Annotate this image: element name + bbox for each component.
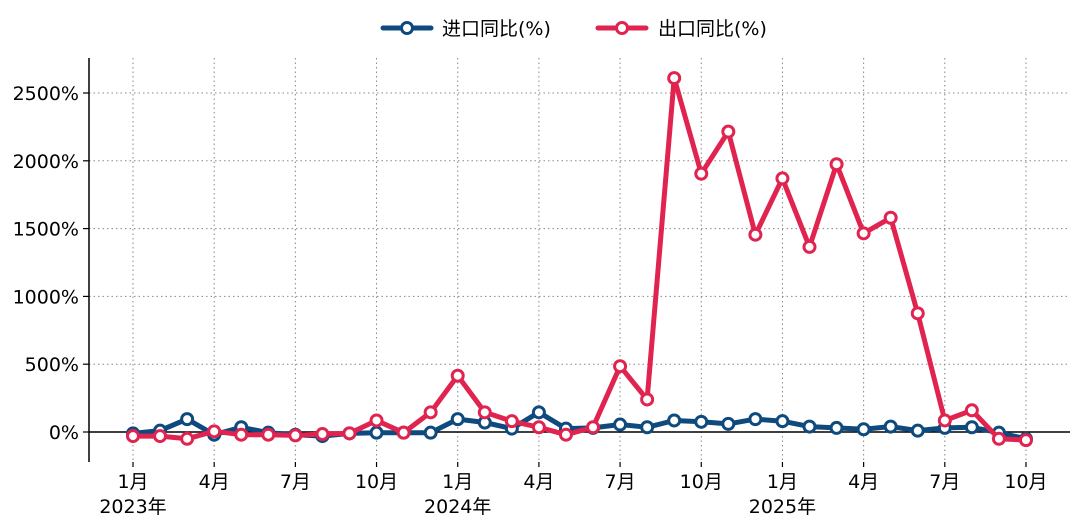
y-tick-label: 2500% xyxy=(13,83,79,105)
legend[interactable]: 进口同比(%) 出口同比(%) xyxy=(380,18,767,40)
x-tick-label: 4月 xyxy=(848,471,879,493)
data-point xyxy=(667,413,682,428)
data-point xyxy=(856,422,871,437)
data-point xyxy=(423,405,438,420)
data-point xyxy=(180,431,195,446)
data-point xyxy=(775,171,790,186)
x-tick-label: 7月 xyxy=(280,471,311,493)
data-point xyxy=(802,419,817,434)
data-point xyxy=(288,428,303,443)
x-axis-ticks: 1月 4月 7月 10月 1月 4月 7月 10月 1月 4月 7月 10月 2023年 2024年 202… xyxy=(99,462,1048,518)
data-point xyxy=(721,416,736,431)
y-axis-ticks: 0% 500% 1000% 1500% 2000% 2500% xyxy=(13,83,89,444)
data-point xyxy=(261,427,276,442)
data-point xyxy=(964,420,979,435)
data-point xyxy=(1018,433,1033,448)
data-point xyxy=(450,368,465,383)
legend-label: 进口同比(%) xyxy=(442,18,551,40)
data-point xyxy=(748,227,763,242)
x-tick-label: 4月 xyxy=(199,471,230,493)
data-point xyxy=(423,425,438,440)
data-point xyxy=(640,392,655,407)
data-point xyxy=(694,414,709,429)
x-tick-label: 1月 xyxy=(117,471,148,493)
data-point xyxy=(531,405,546,420)
y-tick-label: 2000% xyxy=(13,151,79,173)
data-point xyxy=(531,420,546,435)
y-tick-label: 500% xyxy=(25,354,79,376)
data-point xyxy=(369,425,384,440)
x-year-label: 2024年 xyxy=(424,496,491,518)
data-point xyxy=(586,420,601,435)
data-point xyxy=(694,166,709,181)
data-point xyxy=(721,124,736,139)
data-point xyxy=(937,413,952,428)
x-tick-label: 7月 xyxy=(605,471,636,493)
x-year-label: 2025年 xyxy=(749,496,816,518)
legend-item-export[interactable]: 出口同比(%) xyxy=(595,18,767,40)
data-point xyxy=(342,426,357,441)
data-point xyxy=(315,427,330,442)
data-point xyxy=(369,413,384,428)
data-point xyxy=(910,306,925,321)
legend-marker xyxy=(615,21,629,35)
axes xyxy=(88,58,1070,462)
legend-label: 出口同比(%) xyxy=(658,18,767,40)
data-point xyxy=(910,423,925,438)
data-point xyxy=(153,429,168,444)
legend-marker xyxy=(400,21,414,35)
data-point xyxy=(504,414,519,429)
data-point xyxy=(883,210,898,225)
data-point xyxy=(477,405,492,420)
data-point xyxy=(829,420,844,435)
grid-lines xyxy=(89,58,1070,462)
data-point xyxy=(640,420,655,435)
data-point xyxy=(396,425,411,440)
x-tick-label: 10月 xyxy=(355,471,398,493)
series-group xyxy=(126,71,1033,448)
x-tick-label: 1月 xyxy=(442,471,473,493)
data-point xyxy=(126,429,140,444)
data-point xyxy=(829,157,844,172)
series-export xyxy=(126,71,1033,448)
data-point xyxy=(748,412,763,427)
data-point xyxy=(802,239,817,254)
legend-item-import[interactable]: 进口同比(%) xyxy=(380,18,551,40)
x-tick-label: 4月 xyxy=(523,471,554,493)
x-tick-label: 10月 xyxy=(680,471,723,493)
data-point xyxy=(775,414,790,429)
data-point xyxy=(450,412,465,427)
series-line xyxy=(130,75,1029,443)
y-tick-label: 0% xyxy=(49,422,79,444)
data-point xyxy=(180,412,195,427)
y-tick-label: 1000% xyxy=(13,286,79,308)
data-point xyxy=(883,419,898,434)
x-tick-label: 1月 xyxy=(767,471,798,493)
y-tick-label: 1500% xyxy=(13,219,79,241)
x-tick-label: 7月 xyxy=(929,471,960,493)
data-point xyxy=(856,226,871,241)
data-point xyxy=(613,417,628,432)
data-point xyxy=(667,71,682,86)
data-point xyxy=(558,427,573,442)
data-point xyxy=(964,403,979,418)
x-year-label: 2023年 xyxy=(99,496,166,518)
data-point xyxy=(234,427,249,442)
data-point xyxy=(613,359,628,374)
x-tick-label: 10月 xyxy=(1004,471,1047,493)
data-point xyxy=(207,424,222,439)
data-point xyxy=(991,431,1006,446)
